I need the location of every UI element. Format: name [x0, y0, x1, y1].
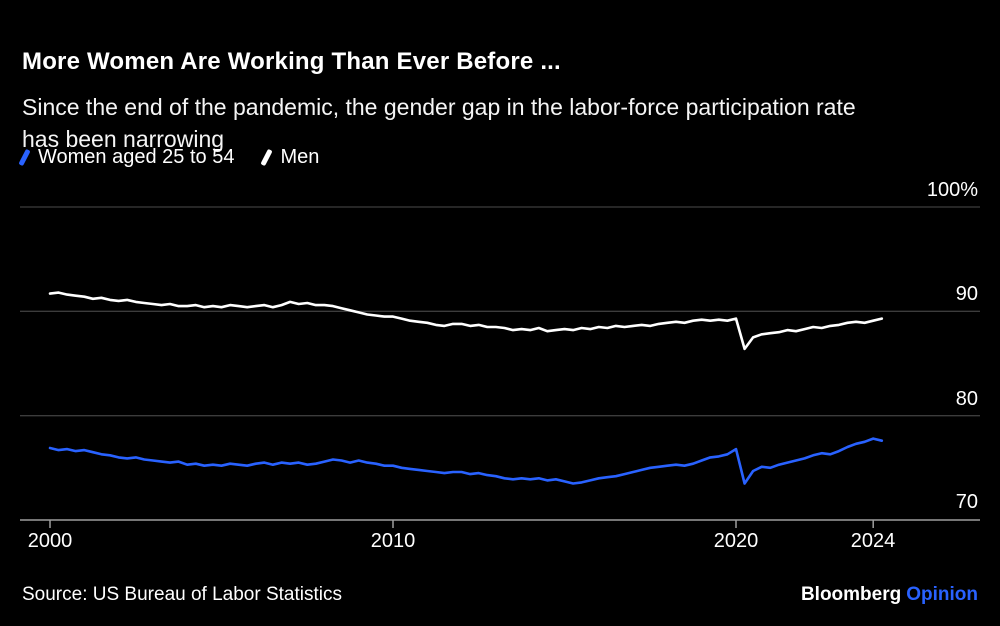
bloomberg-opinion-logo: Bloomberg Opinion: [801, 584, 978, 606]
men-line-series: [48, 291, 884, 351]
y-axis-label-90: 90: [955, 283, 978, 305]
legend-label-men: Men: [280, 146, 320, 168]
legend-item-men: Men: [260, 146, 320, 169]
legend-item-women: Women aged 25 to 54: [18, 146, 235, 169]
x-axis-label-2024: 2024: [850, 530, 896, 552]
women-line-series: [48, 437, 884, 485]
chart-title: More Women Are Working Than Ever Before …: [22, 48, 561, 76]
x-axis-label-2000: 2000: [27, 530, 73, 552]
brand-opinion: Opinion: [906, 584, 978, 605]
women-series-slash-icon: [18, 148, 31, 167]
y-axis-label-80: 80: [955, 388, 978, 410]
legend-label-women: Women aged 25 to 54: [38, 146, 235, 168]
legend: Women aged 25 to 54 Men: [18, 146, 320, 169]
y-axis-label-100: 100%: [926, 179, 978, 201]
chart-subtitle: Since the end of the pandemic, the gende…: [22, 94, 856, 152]
x-axis-label-2010: 2010: [370, 530, 416, 552]
men-series-slash-icon: [260, 148, 274, 167]
source-note: Source: US Bureau of Labor Statistics: [22, 584, 342, 605]
brand-bloomberg: Bloomberg: [800, 584, 902, 605]
y-axis-label-70: 70: [955, 491, 978, 513]
x-axis-label-2020: 2020: [713, 530, 759, 552]
